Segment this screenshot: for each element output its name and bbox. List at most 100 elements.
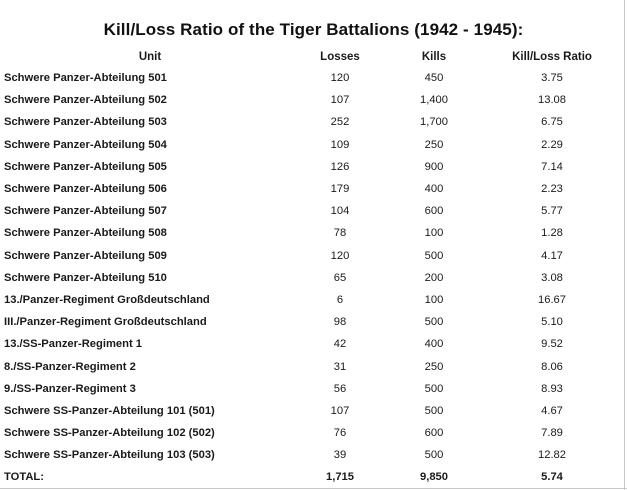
- ratio-cell: 8.93: [541, 382, 563, 395]
- losses-cell: 120: [330, 249, 350, 262]
- kills-cell: 500: [424, 382, 444, 395]
- unit-cell: Schwere Panzer-Abteilung 502: [4, 94, 167, 107]
- kills-cell: 1,700: [420, 116, 448, 129]
- ratio-cell: 5.77: [541, 205, 563, 218]
- losses-cell: 78: [333, 227, 347, 240]
- unit-cell: Schwere Panzer-Abteilung 501: [4, 72, 167, 85]
- table-row: Schwere Panzer-Abteilung 504 109 250 2.29: [4, 134, 620, 156]
- ratio-cell: 3.08: [541, 271, 563, 284]
- kills-cell: 450: [424, 72, 444, 85]
- unit-cell: 13./SS-Panzer-Regiment 1: [4, 338, 143, 351]
- kills-cell: 500: [424, 316, 444, 329]
- kills-cell: 100: [424, 227, 444, 240]
- unit-cell: Schwere Panzer-Abteilung 504: [4, 138, 167, 151]
- losses-cell: 6: [336, 293, 344, 306]
- header-kills: Kills: [421, 50, 447, 63]
- kills-cell: 200: [424, 271, 444, 284]
- ratio-cell: 1.28: [541, 227, 563, 240]
- table-body: Schwere Panzer-Abteilung 501 120 450 3.75 S…: [4, 67, 620, 489]
- unit-cell: Schwere Panzer-Abteilung 503: [4, 116, 167, 129]
- ratio-cell: 8.06: [541, 360, 563, 373]
- unit-cell: Schwere SS-Panzer-Abteilung 102 (502): [4, 427, 215, 440]
- kills-cell: 400: [424, 183, 444, 196]
- table-row: Schwere Panzer-Abteilung 501 120 450 3.75: [4, 67, 620, 89]
- ratio-cell: 16.67: [538, 293, 566, 306]
- unit-cell: Schwere SS-Panzer-Abteilung 101 (501): [4, 404, 215, 417]
- unit-cell: Schwere Panzer-Abteilung 505: [4, 160, 167, 173]
- total-label: TOTAL:: [4, 471, 44, 484]
- unit-cell: III./Panzer-Regiment Großdeutschland: [4, 316, 207, 329]
- table-row: Schwere Panzer-Abteilung 503 252 1,700 6.75: [4, 111, 620, 133]
- losses-cell: 98: [333, 316, 347, 329]
- unit-cell: 9./SS-Panzer-Regiment 3: [4, 382, 136, 395]
- header-losses: Losses: [320, 50, 360, 63]
- ratio-cell: 4.67: [541, 404, 563, 417]
- table-row: Schwere Panzer-Abteilung 510 65 200 3.08: [4, 267, 620, 289]
- table-row: 13./SS-Panzer-Regiment 1 42 400 9.52: [4, 333, 620, 355]
- header-ratio: Kill/Loss Ratio: [512, 50, 592, 63]
- kills-cell: 600: [424, 205, 444, 218]
- table-row: Schwere SS-Panzer-Abteilung 103 (503) 39 5…: [4, 444, 620, 466]
- unit-cell: Schwere Panzer-Abteilung 510: [4, 271, 167, 284]
- losses-cell: 107: [330, 404, 350, 417]
- table-row: Schwere Panzer-Abteilung 508 78 100 1.28: [4, 222, 620, 244]
- unit-cell: Schwere Panzer-Abteilung 509: [4, 249, 167, 262]
- losses-cell: 56: [333, 382, 347, 395]
- table-row: Schwere Panzer-Abteilung 506 179 400 2.23: [4, 178, 620, 200]
- kills-cell: 500: [424, 249, 444, 262]
- table-row: Schwere Panzer-Abteilung 507 104 600 5.77: [4, 200, 620, 222]
- ratio-cell: 6.75: [541, 116, 563, 129]
- ratio-cell: 4.17: [541, 249, 563, 262]
- losses-cell: 31: [333, 360, 347, 373]
- ratio-cell: 2.29: [541, 138, 563, 151]
- losses-cell: 126: [330, 160, 350, 173]
- ratio-cell: 7.89: [541, 427, 563, 440]
- table-row: Schwere Panzer-Abteilung 505 126 900 7.14: [4, 156, 620, 178]
- table-row: 8./SS-Panzer-Regiment 2 31 250 8.06: [4, 355, 620, 377]
- page-title: Kill/Loss Ratio of the Tiger Battalions …: [103, 20, 524, 39]
- losses-cell: 39: [333, 449, 347, 462]
- kill-loss-table: Unit Losses Kills Kill/Loss Ratio Schwer…: [4, 46, 620, 489]
- unit-cell: 13./Panzer-Regiment Großdeutschland: [4, 293, 210, 306]
- table-row: 13./Panzer-Regiment Großdeutschland 6 100 1…: [4, 289, 620, 311]
- kills-cell: 600: [424, 427, 444, 440]
- kills-cell: 500: [424, 449, 444, 462]
- table-row: Schwere SS-Panzer-Abteilung 101 (501) 107…: [4, 400, 620, 422]
- losses-cell: 107: [330, 94, 350, 107]
- kills-cell: 100: [424, 293, 444, 306]
- ratio-cell: 3.75: [541, 72, 563, 85]
- kills-cell: 400: [424, 338, 444, 351]
- unit-cell: 8./SS-Panzer-Regiment 2: [4, 360, 136, 373]
- unit-cell: Schwere Panzer-Abteilung 508: [4, 227, 167, 240]
- kills-cell: 250: [424, 138, 444, 151]
- total-kills: 9,850: [420, 471, 448, 484]
- unit-cell: Schwere Panzer-Abteilung 506: [4, 183, 167, 196]
- table-row: Schwere Panzer-Abteilung 509 120 500 4.17: [4, 245, 620, 267]
- page-border-bottom: [0, 488, 627, 489]
- losses-cell: 120: [330, 72, 350, 85]
- unit-cell: Schwere Panzer-Abteilung 507: [4, 205, 167, 218]
- page-border-right: [624, 0, 625, 490]
- table-row: III./Panzer-Regiment Großdeutschland 98 50…: [4, 311, 620, 333]
- losses-cell: 65: [333, 271, 347, 284]
- header-unit: Unit: [138, 50, 162, 63]
- ratio-cell: 13.08: [538, 94, 566, 107]
- ratio-cell: 9.52: [541, 338, 563, 351]
- table-row: Schwere Panzer-Abteilung 502 107 1,400 13.0…: [4, 89, 620, 111]
- ratio-cell: 12.82: [538, 449, 566, 462]
- losses-cell: 109: [330, 138, 350, 151]
- table-row: 9./SS-Panzer-Regiment 3 56 500 8.93: [4, 378, 620, 400]
- ratio-cell: 7.14: [541, 160, 563, 173]
- table-row: Schwere SS-Panzer-Abteilung 102 (502) 76 6…: [4, 422, 620, 444]
- losses-cell: 252: [330, 116, 350, 129]
- ratio-cell: 5.10: [541, 316, 563, 329]
- kills-cell: 500: [424, 404, 444, 417]
- unit-cell: Schwere SS-Panzer-Abteilung 103 (503): [4, 449, 215, 462]
- losses-cell: 104: [330, 205, 350, 218]
- kills-cell: 250: [424, 360, 444, 373]
- total-ratio: 5.74: [541, 471, 563, 484]
- kills-cell: 1,400: [420, 94, 448, 107]
- table-header-row: Unit Losses Kills Kill/Loss Ratio: [4, 46, 620, 67]
- losses-cell: 42: [333, 338, 347, 351]
